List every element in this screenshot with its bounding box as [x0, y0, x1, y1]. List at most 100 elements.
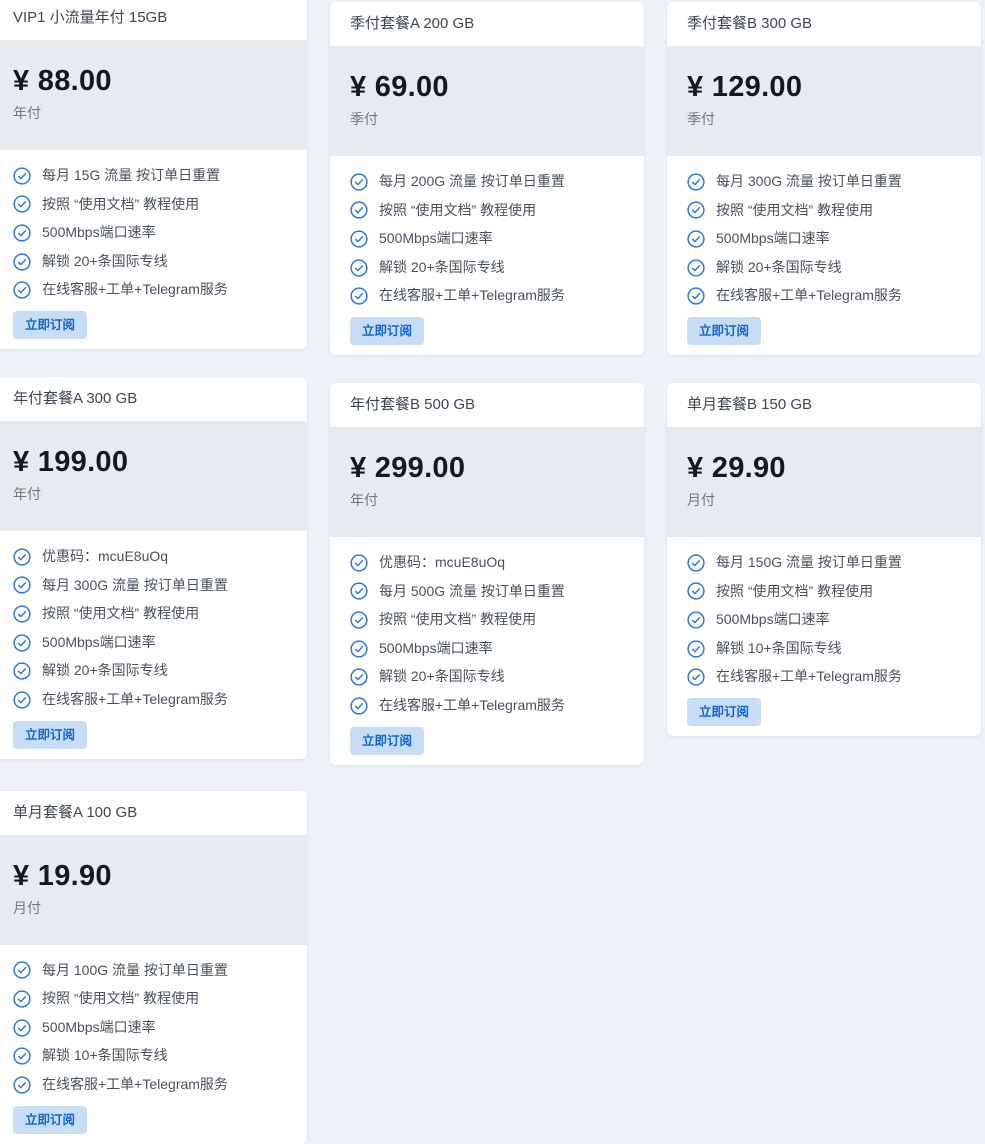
plan-feature: 500Mbps端口速率 [350, 229, 624, 249]
plan-body: 每月 200G 流量 按订单日重置 按照 “使用文档” 教程使用 500Mbps… [330, 156, 644, 355]
plan-feature-text: 在线客服+工单+Telegram服务 [42, 281, 228, 298]
plan-feature: 每月 300G 流量 按订单日重置 [13, 576, 287, 596]
plan-price-section: ¥ 129.00 季付 [667, 46, 981, 156]
plan-period: 年付 [350, 491, 378, 508]
plan-title: 年付套餐A 300 GB [13, 389, 138, 407]
plan-price: ¥ 129.00 [687, 71, 803, 103]
plan-feature-text: 在线客服+工单+Telegram服务 [716, 668, 902, 685]
plan-body: 每月 150G 流量 按订单日重置 按照 “使用文档” 教程使用 500Mbps… [667, 537, 981, 736]
plan-feature: 在线客服+工单+Telegram服务 [350, 286, 624, 306]
plan-header: 单月套餐A 100 GB [0, 790, 307, 835]
plan-body: 优惠码：mcuE8uOq 每月 300G 流量 按订单日重置 按照 “使用文档”… [0, 531, 307, 759]
plan-feature: 优惠码：mcuE8uOq [350, 553, 624, 573]
check-circle-icon [350, 287, 368, 305]
plan-feature-text: 每月 300G 流量 按订单日重置 [42, 576, 228, 593]
plan-price: ¥ 299.00 [350, 451, 466, 484]
plan-feature-text: 解锁 20+条国际专线 [42, 252, 168, 269]
check-circle-icon [687, 258, 705, 277]
plan-price-section: ¥ 29.90 月付 [667, 426, 981, 537]
plan-price-section: ¥ 199.00 年付 [0, 420, 307, 531]
plan-feature-text: 500Mbps端口速率 [42, 224, 156, 241]
plan-title: 单月套餐A 100 GB [13, 803, 138, 821]
check-circle-icon [13, 662, 31, 680]
plan-title: 单月套餐B 150 GB [687, 395, 813, 413]
subscribe-button[interactable]: 立即订阅 [687, 316, 762, 345]
plan-header: 季付套餐A 200 GB [330, 2, 644, 46]
plan-period: 季付 [350, 111, 378, 127]
plan-period: 年付 [13, 105, 41, 121]
plan-feature-text: 优惠码：mcuE8uOq [379, 553, 506, 570]
plan-feature: 按照 “使用文档” 教程使用 [687, 201, 961, 221]
check-circle-icon [13, 281, 31, 299]
pricing-column-left: VIP1 小流量年付 15GB ¥ 88.00 年付 每月 15G 流量 按订单… [0, 0, 307, 1144]
plan-feature: 解锁 10+条国际专线 [13, 1046, 287, 1066]
plan-feature-text: 每月 300G 流量 按订单日重置 [716, 173, 902, 189]
check-circle-icon [350, 201, 368, 220]
check-circle-icon [13, 167, 31, 185]
plan-feature-text: 按照 “使用文档” 教程使用 [379, 201, 537, 218]
plan-feature: 在线客服+工单+Telegram服务 [13, 690, 287, 710]
plan-title: 季付套餐B 300 GB [687, 15, 813, 32]
check-circle-icon [687, 287, 705, 305]
check-circle-icon [687, 554, 705, 572]
pricing-column-right: 季付套餐B 300 GB ¥ 129.00 季付 每月 300G 流量 按订单日… [667, 0, 981, 736]
check-circle-icon [687, 611, 705, 629]
plan-price: ¥ 19.90 [13, 859, 112, 892]
plan-header: 年付套餐A 300 GB [0, 376, 307, 421]
check-circle-icon [687, 582, 705, 600]
plan-body: 每月 15G 流量 按订单日重置 按照 “使用文档” 教程使用 500Mbps端… [0, 150, 307, 349]
plan-feature-text: 按照 “使用文档” 教程使用 [42, 990, 200, 1007]
plan-card: 年付套餐A 300 GB ¥ 199.00 年付 优惠码：mcuE8uOq 每月… [0, 376, 307, 759]
plan-card: 年付套餐B 500 GB ¥ 299.00 年付 优惠码：mcuE8uOq 每月… [330, 382, 644, 765]
plan-feature-list: 每月 300G 流量 按订单日重置 按照 “使用文档” 教程使用 500Mbps… [687, 172, 961, 306]
plan-body: 每月 100G 流量 按订单日重置 按照 “使用文档” 教程使用 500Mbps… [0, 945, 307, 1144]
plan-title: 季付套餐A 200 GB [350, 15, 475, 32]
plan-feature: 每月 200G 流量 按订单日重置 [350, 172, 624, 192]
check-circle-icon [687, 201, 705, 220]
check-circle-icon [350, 582, 368, 600]
plan-feature: 500Mbps端口速率 [13, 223, 287, 243]
plan-feature-text: 每月 200G 流量 按订单日重置 [379, 173, 565, 189]
check-circle-icon [13, 990, 31, 1008]
plan-price: ¥ 199.00 [13, 445, 129, 478]
check-circle-icon [350, 258, 368, 277]
plan-feature-list: 每月 100G 流量 按订单日重置 按照 “使用文档” 教程使用 500Mbps… [13, 961, 287, 1095]
plan-feature-text: 500Mbps端口速率 [42, 1018, 156, 1035]
check-circle-icon [13, 691, 31, 709]
subscribe-button[interactable]: 立即订阅 [13, 1105, 88, 1134]
plan-feature: 按照 “使用文档” 教程使用 [13, 195, 287, 215]
plan-feature: 在线客服+工单+Telegram服务 [687, 667, 961, 687]
plan-feature-text: 解锁 20+条国际专线 [379, 258, 505, 275]
plan-feature: 在线客服+工单+Telegram服务 [13, 1075, 287, 1095]
plan-feature: 500Mbps端口速率 [687, 610, 961, 630]
plan-feature-text: 每月 15G 流量 按订单日重置 [42, 167, 221, 183]
check-circle-icon [350, 173, 368, 191]
pricing-column-middle: 季付套餐A 200 GB ¥ 69.00 季付 每月 200G 流量 按订单日重… [330, 0, 644, 765]
plan-feature-text: 解锁 20+条国际专线 [42, 662, 168, 679]
plan-feature-text: 500Mbps端口速率 [379, 639, 493, 656]
plan-period: 月付 [687, 491, 715, 508]
plan-card: 单月套餐A 100 GB ¥ 19.90 月付 每月 100G 流量 按订单日重… [0, 790, 307, 1144]
subscribe-button[interactable]: 立即订阅 [687, 697, 762, 726]
check-circle-icon [13, 1018, 31, 1037]
subscribe-button[interactable]: 立即订阅 [350, 316, 425, 345]
plan-feature-text: 按照 “使用文档” 教程使用 [379, 611, 537, 628]
plan-feature-text: 在线客服+工单+Telegram服务 [379, 696, 565, 713]
plan-price-section: ¥ 88.00 年付 [0, 40, 307, 150]
check-circle-icon [350, 668, 368, 686]
plan-feature-text: 解锁 10+条国际专线 [42, 1047, 168, 1064]
plan-feature: 解锁 20+条国际专线 [350, 667, 624, 687]
subscribe-button[interactable]: 立即订阅 [350, 726, 425, 755]
subscribe-button[interactable]: 立即订阅 [13, 720, 88, 749]
plan-title: VIP1 小流量年付 15GB [13, 9, 168, 26]
plan-price: ¥ 88.00 [13, 65, 112, 97]
plan-feature: 按照 “使用文档” 教程使用 [13, 604, 287, 624]
subscribe-button[interactable]: 立即订阅 [13, 310, 88, 339]
check-circle-icon [13, 633, 31, 652]
plan-feature: 按照 “使用文档” 教程使用 [350, 201, 624, 221]
plan-feature-text: 在线客服+工单+Telegram服务 [42, 1075, 228, 1092]
plan-feature-text: 优惠码：mcuE8uOq [42, 547, 169, 564]
plan-feature: 解锁 20+条国际专线 [687, 258, 961, 278]
plan-feature: 在线客服+工单+Telegram服务 [687, 286, 961, 306]
